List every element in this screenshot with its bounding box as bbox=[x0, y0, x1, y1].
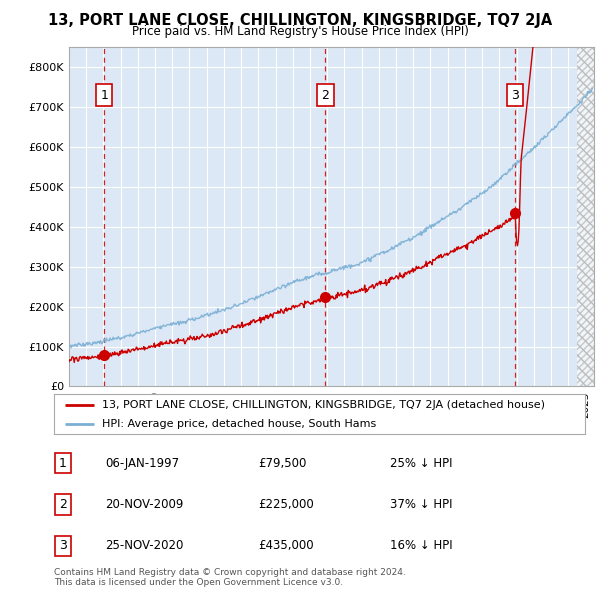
Text: 37% ↓ HPI: 37% ↓ HPI bbox=[390, 498, 452, 511]
Bar bbox=[577, 47, 594, 386]
Text: £435,000: £435,000 bbox=[258, 539, 314, 552]
Text: 3: 3 bbox=[59, 539, 67, 552]
Text: Price paid vs. HM Land Registry's House Price Index (HPI): Price paid vs. HM Land Registry's House … bbox=[131, 25, 469, 38]
Text: 2: 2 bbox=[322, 88, 329, 101]
Text: £225,000: £225,000 bbox=[258, 498, 314, 511]
Text: 2: 2 bbox=[59, 498, 67, 511]
Text: 06-JAN-1997: 06-JAN-1997 bbox=[105, 457, 179, 470]
Text: 13, PORT LANE CLOSE, CHILLINGTON, KINGSBRIDGE, TQ7 2JA: 13, PORT LANE CLOSE, CHILLINGTON, KINGSB… bbox=[48, 13, 552, 28]
Text: 1: 1 bbox=[59, 457, 67, 470]
Text: 25% ↓ HPI: 25% ↓ HPI bbox=[390, 457, 452, 470]
Text: 3: 3 bbox=[511, 88, 519, 101]
Text: 20-NOV-2009: 20-NOV-2009 bbox=[105, 498, 184, 511]
Text: HPI: Average price, detached house, South Hams: HPI: Average price, detached house, Sout… bbox=[102, 419, 376, 428]
Text: £79,500: £79,500 bbox=[258, 457, 307, 470]
Text: 16% ↓ HPI: 16% ↓ HPI bbox=[390, 539, 452, 552]
Text: 1: 1 bbox=[100, 88, 108, 101]
Text: 13, PORT LANE CLOSE, CHILLINGTON, KINGSBRIDGE, TQ7 2JA (detached house): 13, PORT LANE CLOSE, CHILLINGTON, KINGSB… bbox=[102, 400, 545, 410]
Text: 25-NOV-2020: 25-NOV-2020 bbox=[105, 539, 184, 552]
Text: Contains HM Land Registry data © Crown copyright and database right 2024.
This d: Contains HM Land Registry data © Crown c… bbox=[54, 568, 406, 587]
